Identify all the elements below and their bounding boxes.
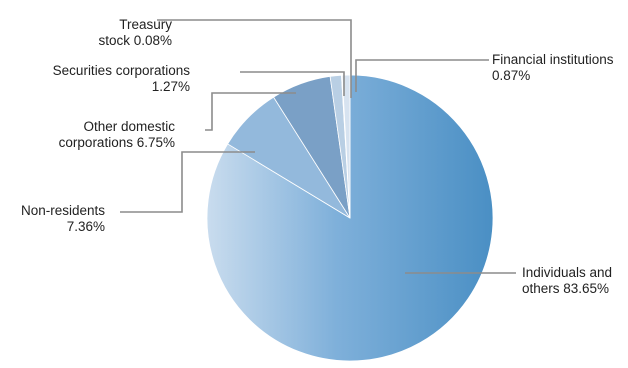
leader-line-securities-corporations [240,71,345,96]
label-treasury-stock-line1: Treasury [119,17,172,32]
label-other-domestic-corporations-line1: Other domestic [83,119,175,134]
label-non-residents-line1: Non-residents [20,203,105,218]
label-non-residents: Non-residents 7.36% [0,203,105,235]
label-treasury-stock: Treasury stock 0.08% [42,17,172,49]
label-individuals-and-others: Individuals and others 83.65% [522,265,628,297]
leader-lines [120,19,516,274]
leader-line-other-domestic-corporations [205,92,296,131]
label-treasury-stock-line2: stock 0.08% [98,33,172,48]
label-securities-corporations-line1: Securities corporations [52,63,190,78]
label-financial-institutions: Financial institutions 0.87% [492,52,628,84]
slice-individuals-and-others [206,74,494,362]
label-securities-corporations: Securities corporations 1.27% [20,63,190,95]
label-individuals-and-others-line2: others 83.65% [522,281,610,296]
leader-line-non-residents [120,151,255,213]
label-financial-institutions-line1: Financial institutions [492,52,614,67]
label-other-domestic-corporations-line2: corporations 6.75% [58,135,175,150]
slice-financial-institutions [341,74,351,219]
pie-slices [206,74,494,362]
label-non-residents-line2: 7.36% [66,219,105,234]
label-other-domestic-corporations: Other domestic corporations 6.75% [30,119,175,151]
label-individuals-and-others-line1: Individuals and [522,265,613,280]
label-financial-institutions-line2: 0.87% [492,68,531,83]
label-securities-corporations-line2: 1.27% [151,79,190,94]
leader-line-financial-institutions [355,59,489,92]
leader-line-treasury-stock [157,19,352,98]
